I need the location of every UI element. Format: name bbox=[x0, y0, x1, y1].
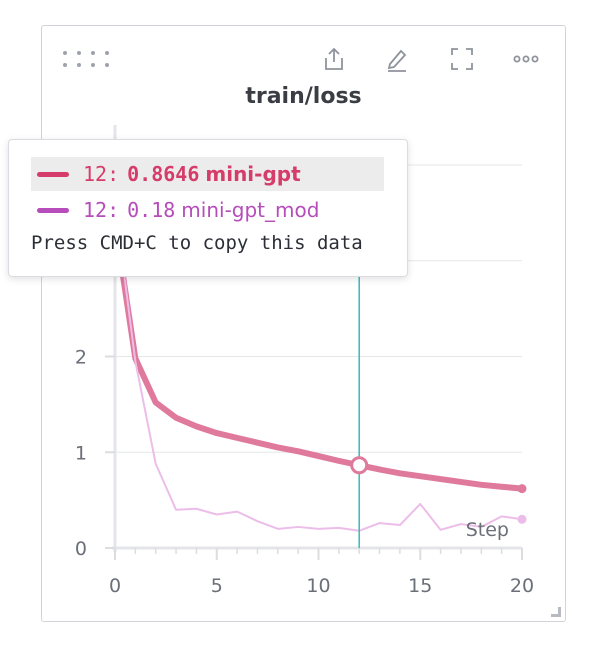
resize-handle-icon[interactable] bbox=[551, 607, 561, 617]
tooltip-series-name: mini-gpt bbox=[205, 162, 301, 186]
export-icon[interactable] bbox=[320, 45, 348, 73]
x-tick-label: 5 bbox=[211, 575, 223, 597]
fullscreen-icon[interactable] bbox=[448, 45, 476, 73]
x-tick-label: 15 bbox=[408, 575, 432, 597]
y-tick-label: 2 bbox=[75, 347, 87, 369]
series-lines bbox=[112, 202, 527, 532]
y-tick-label: 0 bbox=[75, 538, 87, 560]
copy-hint: Press CMD+C to copy this data bbox=[31, 232, 363, 254]
x-tick-label: 10 bbox=[306, 575, 330, 597]
tooltip-value: 0.18 bbox=[127, 198, 176, 222]
tick-labels: 0 5 10 15 20 0 1 2 bbox=[75, 347, 534, 598]
series-color-swatch bbox=[37, 171, 69, 177]
x-tick-label: 20 bbox=[510, 575, 534, 597]
tooltip-value: 0.8646 bbox=[127, 162, 200, 186]
series-line-mini-gpt_mod bbox=[114, 202, 523, 532]
data-tooltip: 12: 0.8646 mini-gpt 12: 0.18 mini-gpt_mo… bbox=[8, 139, 408, 277]
tooltip-row-mini-gpt: 12: 0.8646 mini-gpt bbox=[31, 157, 384, 191]
chart-title: train/loss bbox=[245, 84, 362, 109]
series-color-swatch bbox=[37, 207, 69, 213]
series-line-mini-gpt bbox=[112, 219, 525, 492]
tooltip-step: 12: bbox=[83, 162, 120, 186]
edit-pencil-icon[interactable] bbox=[383, 45, 411, 73]
tooltip-row-mini-gpt-mod: 12: 0.18 mini-gpt_mod bbox=[31, 193, 319, 227]
x-axis-label: Step bbox=[466, 519, 509, 541]
tooltip-step: 12: bbox=[83, 198, 120, 222]
hover-point bbox=[350, 456, 369, 475]
tooltip-series-name: mini-gpt_mod bbox=[181, 198, 320, 222]
series-endpoint-mini-gpt_mod bbox=[517, 514, 527, 524]
series-endpoint-mini-gpt bbox=[517, 484, 527, 494]
x-tick-label: 0 bbox=[109, 575, 121, 597]
more-options-icon[interactable] bbox=[512, 45, 540, 73]
y-tick-label: 1 bbox=[75, 442, 87, 464]
hover-marker bbox=[350, 240, 369, 548]
drag-handle-icon[interactable] bbox=[63, 51, 109, 69]
